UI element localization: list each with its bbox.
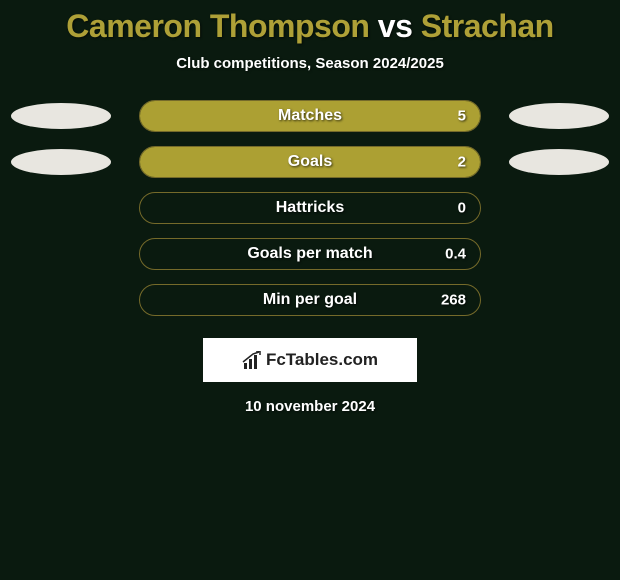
stat-bar: Matches5 — [139, 100, 481, 132]
stat-value: 5 — [458, 108, 466, 125]
stat-label: Matches — [140, 107, 480, 125]
stat-value: 0 — [458, 200, 466, 217]
date-text: 10 november 2024 — [0, 398, 620, 415]
brand-badge[interactable]: FcTables.com — [203, 338, 417, 382]
stat-label: Goals per match — [140, 245, 480, 263]
brand-label: FcTables.com — [266, 350, 378, 370]
stat-label: Min per goal — [140, 291, 480, 309]
stat-bar: Min per goal268 — [139, 284, 481, 316]
vs-text: vs — [378, 8, 413, 44]
player1-oval — [11, 103, 111, 129]
stat-value: 268 — [441, 292, 466, 309]
player1-name: Cameron Thompson — [66, 8, 369, 44]
page-title: Cameron Thompson vs Strachan — [0, 8, 620, 45]
stat-value: 2 — [458, 154, 466, 171]
stat-row: Goals per match0.4 — [0, 238, 620, 270]
subtitle: Club competitions, Season 2024/2025 — [0, 55, 620, 72]
stat-bar: Goals per match0.4 — [139, 238, 481, 270]
player1-oval — [11, 149, 111, 175]
player2-name: Strachan — [421, 8, 554, 44]
stats-list: Matches5Goals2Hattricks0Goals per match0… — [0, 100, 620, 316]
stat-value: 0.4 — [445, 246, 466, 263]
stat-row: Matches5 — [0, 100, 620, 132]
comparison-widget: Cameron Thompson vs Strachan Club compet… — [0, 0, 620, 415]
stat-label: Goals — [140, 153, 480, 171]
stat-bar: Goals2 — [139, 146, 481, 178]
player2-oval — [509, 103, 609, 129]
stat-row: Hattricks0 — [0, 192, 620, 224]
stat-label: Hattricks — [140, 199, 480, 217]
stat-bar: Hattricks0 — [139, 192, 481, 224]
stat-row: Min per goal268 — [0, 284, 620, 316]
stat-row: Goals2 — [0, 146, 620, 178]
chart-icon — [242, 351, 262, 369]
player2-oval — [509, 149, 609, 175]
